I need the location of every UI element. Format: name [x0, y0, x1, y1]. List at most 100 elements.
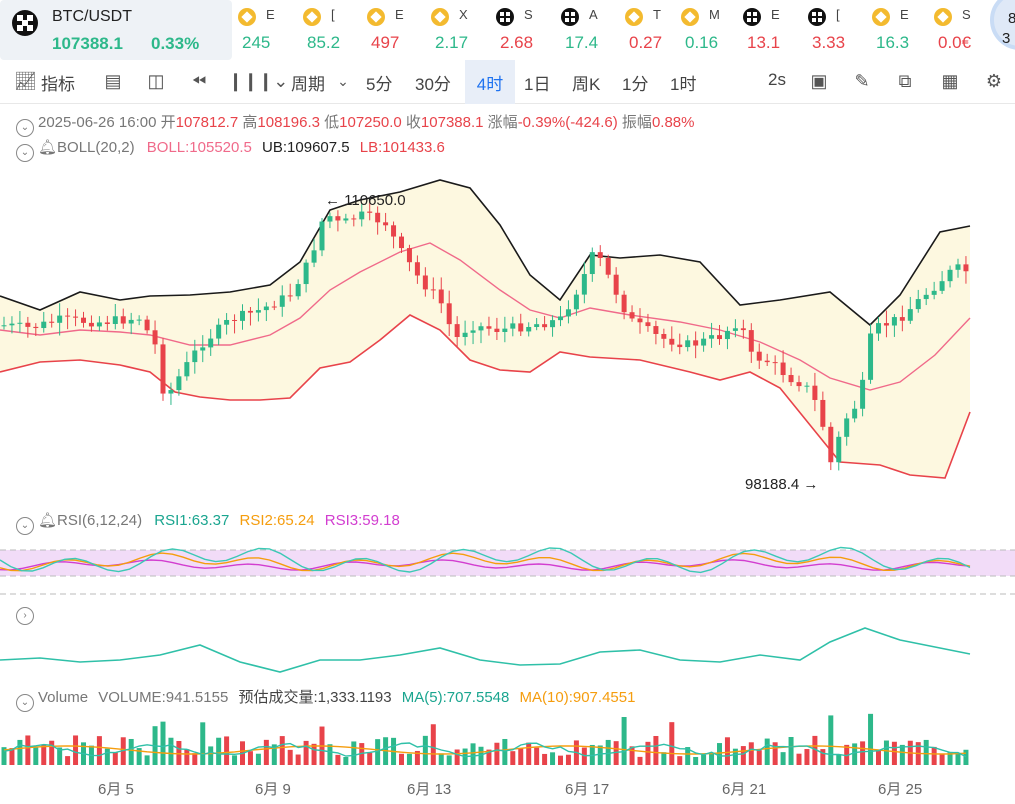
volume-bar [812, 735, 818, 765]
bell-icon[interactable]: 🔔︎ [38, 512, 58, 529]
ticker-item[interactable]: E 16.3 [866, 0, 910, 60]
volume-bar [637, 756, 643, 765]
rewind-icon[interactable]: ⏪︎ [191, 71, 207, 91]
ticker-item[interactable]: [85.2 [297, 0, 341, 60]
calculator-icon[interactable]: ▦ [941, 71, 959, 91]
ticker-item[interactable]: M 0.16 [675, 0, 720, 60]
volume-bar [359, 743, 365, 765]
volume-bar [446, 755, 452, 765]
candle-body [462, 332, 468, 338]
candle-body [303, 262, 309, 285]
ticker-item[interactable]: S 0.0€ [928, 0, 971, 60]
collapse-chevron-icon[interactable]: ⌄ [16, 119, 34, 137]
pencil-icon[interactable]: ✎ [854, 71, 870, 91]
interval-5m[interactable]: 5分 [366, 75, 393, 94]
gear-icon[interactable]: ⚙︎ [985, 71, 1003, 91]
ticker-value: 85.2 [307, 33, 341, 52]
volume-bar [597, 745, 603, 765]
ticker-value: 497 [371, 33, 400, 52]
candle-body [955, 264, 961, 270]
volume-bar [168, 737, 174, 765]
ohlc-date: 2025-06-26 16:00 [38, 114, 157, 131]
volume-bar [303, 740, 309, 765]
candle-body [112, 316, 118, 324]
indicator-button[interactable]: 指标 [41, 75, 75, 94]
ticker-item[interactable]: A 17.4 [555, 0, 598, 60]
volume-bar [295, 754, 301, 765]
candle-body [661, 333, 667, 339]
candle-body [486, 326, 492, 329]
candle-body [621, 294, 627, 313]
boll-upper-line [0, 179, 971, 327]
expand-chevron-icon[interactable]: › [16, 607, 34, 625]
x-axis-label: 6月 5 [98, 781, 134, 798]
ticker-item[interactable]: S 2.68 [490, 0, 533, 60]
volume-bar [224, 736, 230, 765]
volume-bar [112, 752, 118, 765]
camera-icon[interactable]: ▣ [810, 71, 828, 91]
ticker-item[interactable]: X 2.17 [425, 0, 468, 60]
ticker-item[interactable]: E 497 [361, 0, 404, 60]
rsi3-line [0, 559, 971, 571]
main-symbol-card[interactable]: BTC/USDT 107388.1 0.33% [0, 0, 232, 60]
indicator-chart-icon[interactable]: 📈︎ [14, 71, 37, 91]
candle-body [335, 216, 341, 221]
interval-1m[interactable]: 1分 [622, 75, 649, 94]
collapse-chevron-icon[interactable]: ⌄ [16, 694, 34, 712]
candle-body [184, 362, 190, 377]
volume-bar [732, 748, 738, 765]
coin-icon [934, 8, 952, 26]
interval-1h[interactable]: 1时 [670, 75, 697, 94]
ticker-name: X [459, 7, 468, 22]
candle-body [685, 340, 691, 348]
calendar-icon[interactable]: ▤ [104, 71, 122, 91]
interval-1w[interactable]: 周K [572, 75, 601, 94]
candle-body [57, 315, 63, 323]
high-value: 108196.3 [257, 114, 320, 131]
ticker-value: 3.33 [812, 33, 846, 52]
fab-label-b: 3 ı [1002, 30, 1015, 47]
ticker-item[interactable]: E 245 [232, 0, 275, 60]
coin-icon [561, 8, 579, 26]
interval-4h[interactable]: 4时 [465, 60, 515, 104]
volume-bar [41, 745, 47, 765]
period-dropdown[interactable]: 周期 [291, 75, 325, 94]
candle-body [526, 326, 532, 332]
candle-body [812, 385, 818, 400]
volume-bar [216, 737, 222, 765]
volume-bar [160, 721, 166, 765]
ticker-item[interactable]: [3.33 [802, 0, 846, 60]
interval-1d[interactable]: 1日 [524, 75, 551, 94]
ticker-item[interactable]: E 13.1 [737, 0, 780, 60]
bell-icon[interactable]: 🔔︎ [38, 139, 58, 156]
collapse-chevron-icon[interactable]: ⌄ [16, 144, 34, 162]
collapse-chevron-icon[interactable]: ⌄ [16, 517, 34, 535]
volume-bar [836, 754, 842, 765]
candle-body [17, 322, 23, 324]
candle-body [589, 252, 595, 275]
add-window-icon[interactable]: ⧉ [898, 71, 912, 91]
volume-bar [104, 748, 110, 765]
candle-body [653, 326, 659, 334]
rsi1-line [0, 546, 971, 574]
interval-30m[interactable]: 30分 [415, 75, 451, 94]
change-label: 涨幅 [487, 114, 518, 131]
coin-icon [743, 8, 761, 26]
candle-body [772, 362, 778, 364]
candle-body [510, 323, 516, 329]
estimated-volume: 预估成交量:1,333.1193 [238, 689, 392, 706]
ticker-value: 16.3 [876, 33, 910, 52]
candle-body [820, 399, 826, 427]
volume-bar [891, 741, 897, 765]
ticker-name: E [900, 7, 909, 22]
refresh-rate[interactable]: 2s [768, 70, 786, 89]
ticker-name: E [266, 7, 275, 22]
ticker-item[interactable]: T 0.27 [619, 0, 662, 60]
volume-bar [406, 753, 412, 765]
candle-body [907, 309, 913, 321]
candle-body [160, 344, 166, 394]
layout-icon[interactable]: ◫ [147, 71, 165, 91]
candle-body [780, 362, 786, 376]
candle-body [367, 211, 373, 213]
